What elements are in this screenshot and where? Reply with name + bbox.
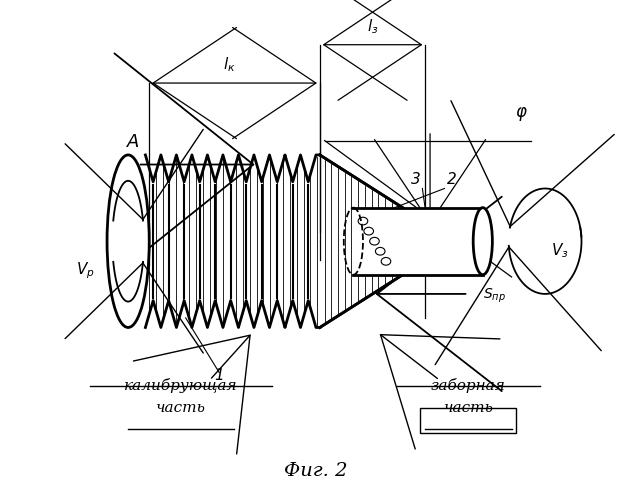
Text: 1: 1 bbox=[214, 368, 224, 383]
Text: A: A bbox=[127, 134, 139, 152]
Text: $V_з$: $V_з$ bbox=[550, 242, 568, 260]
Text: часть: часть bbox=[156, 401, 206, 415]
Text: 2: 2 bbox=[447, 172, 457, 186]
Text: φ: φ bbox=[516, 102, 526, 120]
Text: $l_з$: $l_з$ bbox=[367, 18, 379, 36]
Text: часть: часть bbox=[444, 401, 494, 415]
Polygon shape bbox=[145, 155, 320, 328]
Ellipse shape bbox=[473, 208, 492, 275]
Text: $S_{пр}$: $S_{пр}$ bbox=[483, 287, 506, 305]
Polygon shape bbox=[320, 155, 425, 328]
Text: 3: 3 bbox=[411, 172, 420, 186]
Text: Фиг. 2: Фиг. 2 bbox=[284, 462, 348, 480]
Text: калибрующая: калибрующая bbox=[124, 378, 238, 393]
Text: $l_к$: $l_к$ bbox=[224, 56, 236, 74]
Text: заборная: заборная bbox=[431, 378, 506, 393]
Ellipse shape bbox=[107, 155, 149, 328]
Text: $V_р$: $V_р$ bbox=[76, 261, 94, 281]
